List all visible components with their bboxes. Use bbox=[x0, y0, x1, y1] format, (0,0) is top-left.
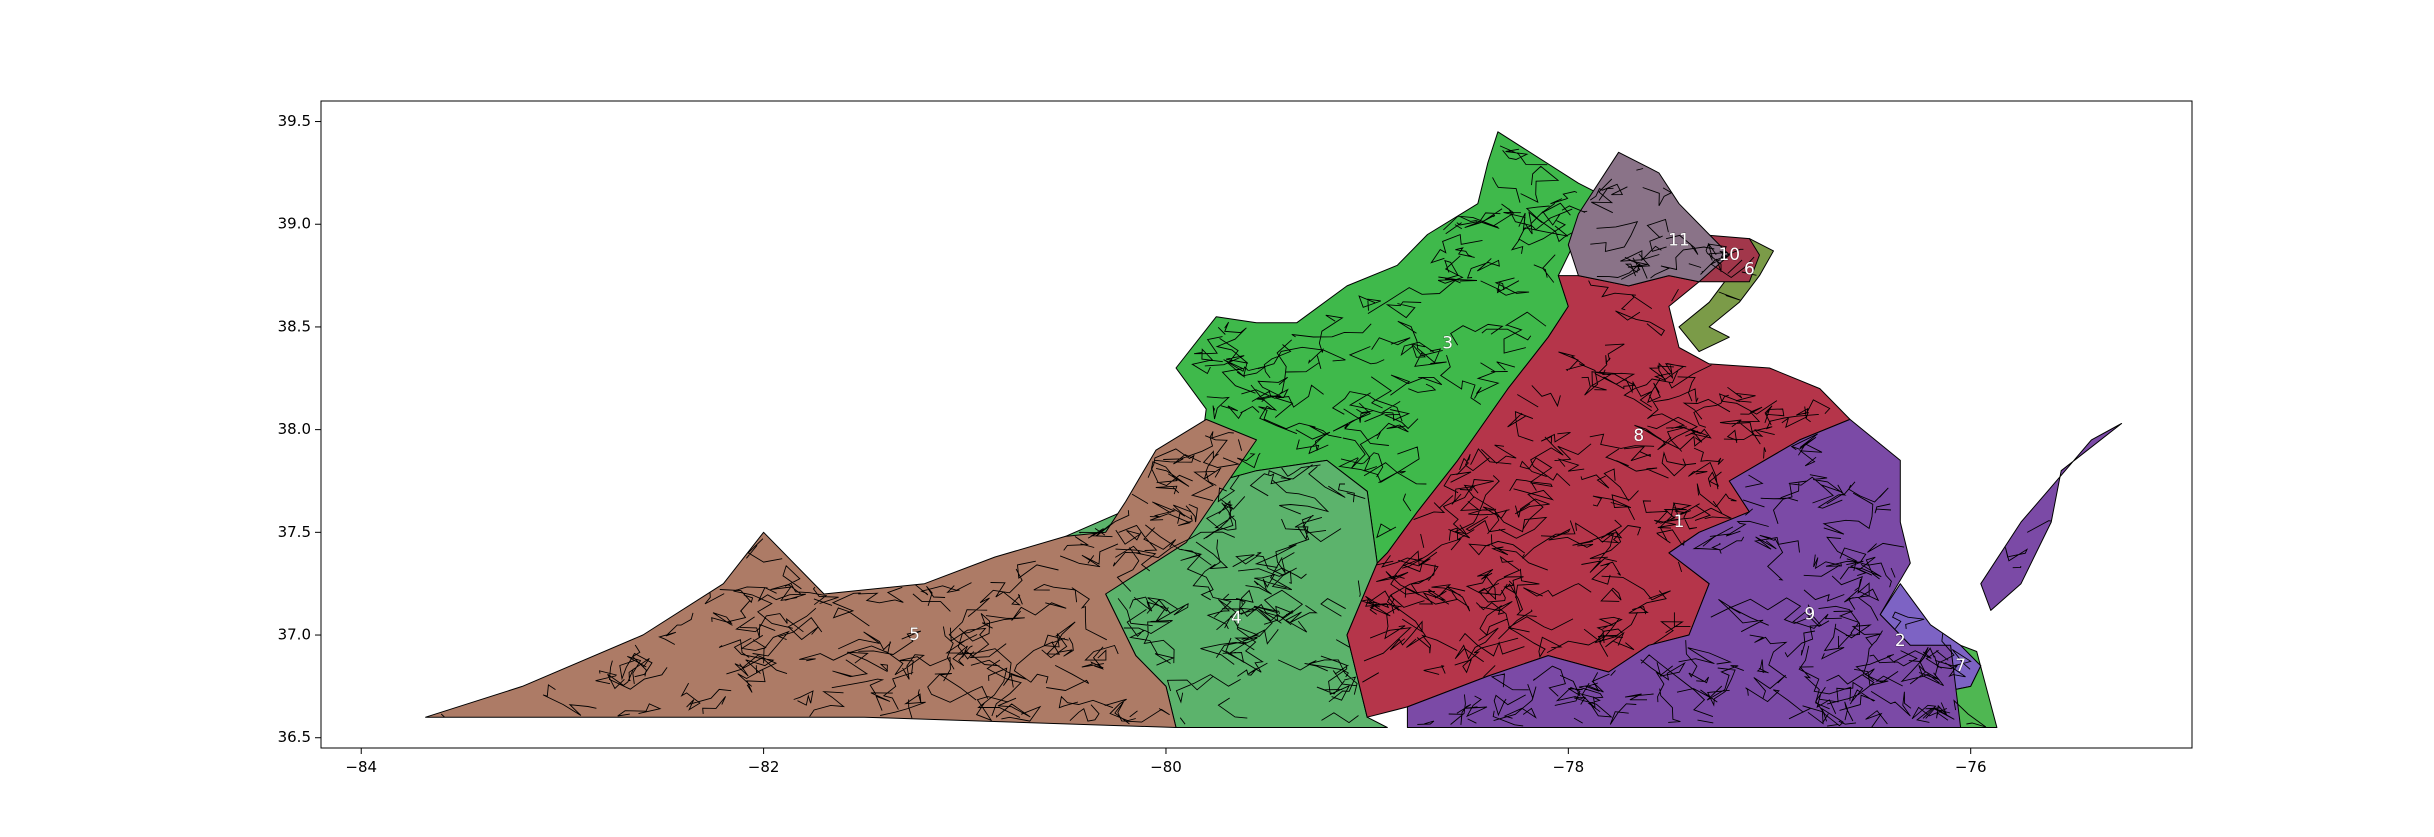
precinct-lines-1 bbox=[1654, 500, 1723, 547]
y-tick-label: 39.0 bbox=[278, 215, 311, 233]
district-region-9 bbox=[1406, 418, 1962, 728]
precinct-boundaries bbox=[440, 145, 2052, 728]
precinct-lines-9 bbox=[1417, 433, 1955, 728]
precinct-lines-9b bbox=[2004, 520, 2052, 569]
district-label-7: 7 bbox=[1955, 656, 1966, 676]
district-region-5 bbox=[425, 418, 1257, 728]
y-tick-label: 39.5 bbox=[278, 112, 311, 130]
precinct-lines-4 bbox=[1079, 464, 1366, 725]
x-tick-label: −84 bbox=[345, 758, 377, 776]
district-region-11 bbox=[1567, 151, 1730, 287]
y-tick-label: 38.0 bbox=[278, 420, 311, 438]
x-tick-label: −82 bbox=[748, 758, 780, 776]
district-label-4: 4 bbox=[1231, 609, 1242, 629]
y-tick-label: 37.5 bbox=[278, 523, 311, 541]
x-tick-label: −78 bbox=[1553, 758, 1585, 776]
precinct-lines-5 bbox=[440, 431, 1243, 725]
district-label-10: 10 bbox=[1718, 245, 1740, 265]
precinct-lines-10 bbox=[1700, 242, 1755, 279]
district-label-2: 2 bbox=[1895, 631, 1906, 651]
district-label-1: 1 bbox=[1674, 512, 1685, 532]
district-label-5: 5 bbox=[909, 625, 920, 645]
district-label-8: 8 bbox=[1633, 426, 1644, 446]
axes-frame bbox=[320, 100, 2193, 749]
y-tick-label: 37.0 bbox=[278, 626, 311, 644]
district-label-3: 3 bbox=[1442, 333, 1453, 353]
district-label-11: 11 bbox=[1668, 231, 1690, 251]
district-label-9: 9 bbox=[1804, 604, 1815, 624]
x-axis-ticks: −84 −82 −80 −78 −76 bbox=[345, 748, 1987, 776]
district-labels: 1 2 3 4 5 6 7 8 9 10 11 bbox=[909, 230, 1967, 676]
map-regions bbox=[425, 131, 2123, 728]
precinct-lines-3 bbox=[1191, 145, 1588, 539]
y-axis-ticks: 36.5 37.0 37.5 38.0 38.5 39.0 39.5 bbox=[278, 112, 321, 746]
precinct-lines-11 bbox=[1589, 168, 1715, 280]
y-tick-label: 38.5 bbox=[278, 317, 311, 335]
y-tick-label: 36.5 bbox=[278, 728, 311, 746]
x-tick-label: −80 bbox=[1150, 758, 1182, 776]
precinct-lines-8 bbox=[1360, 280, 1831, 683]
x-tick-label: −76 bbox=[1955, 758, 1987, 776]
district-label-6: 6 bbox=[1744, 259, 1755, 279]
district-region-9b bbox=[1980, 423, 2123, 611]
